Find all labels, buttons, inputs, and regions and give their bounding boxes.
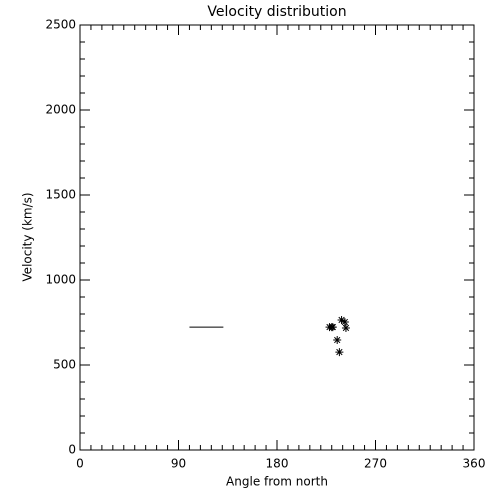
x-tick-label: 0 — [76, 457, 84, 471]
asterisk-point — [335, 348, 344, 357]
y-tick-label: 500 — [53, 358, 76, 372]
chart-title: Velocity distribution — [207, 4, 346, 20]
y-tick-label: 1000 — [45, 273, 76, 287]
y-tick-label: 2000 — [45, 103, 76, 117]
asterisk-point — [340, 317, 349, 326]
y-axis-label: Velocity (km/s) — [21, 192, 35, 281]
asterisk-stroke — [327, 323, 336, 332]
y-tick-label: 0 — [68, 443, 76, 457]
plot-frame — [79, 24, 475, 451]
asterisk-point — [327, 323, 336, 332]
asterisk-point — [337, 315, 346, 324]
y-tick-label: 1500 — [45, 188, 76, 202]
asterisk-point — [341, 323, 350, 332]
asterisk-stroke — [340, 317, 349, 326]
x-tick-label: 180 — [266, 457, 289, 471]
asterisk-point — [333, 336, 342, 345]
y-tick-label: 2500 — [45, 18, 76, 32]
asterisk-stroke — [333, 336, 342, 345]
asterisk-stroke — [337, 315, 346, 324]
asterisk-stroke — [335, 348, 344, 357]
x-tick-label: 90 — [171, 457, 186, 471]
asterisk-stroke — [341, 323, 350, 332]
x-tick-label: 360 — [463, 457, 486, 471]
x-tick-label: 270 — [364, 457, 387, 471]
x-axis-label: Angle from north — [226, 475, 328, 489]
